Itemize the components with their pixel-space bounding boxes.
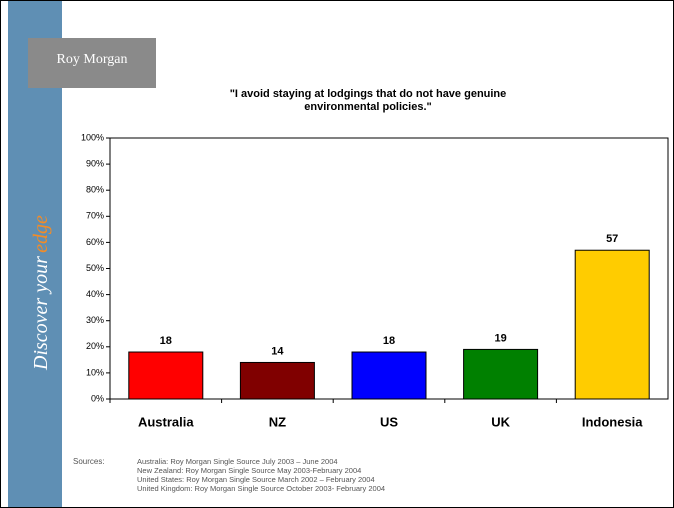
sources-label: Sources: (73, 457, 105, 466)
bar (574, 249, 650, 400)
x-tick-label: UK (491, 414, 510, 429)
source-line: Australia: Roy Morgan Single Source July… (137, 457, 338, 466)
x-tick-label: Indonesia (582, 414, 643, 429)
bar (463, 348, 539, 400)
y-tick-label: 0% (91, 393, 104, 403)
bar (351, 351, 427, 400)
sidebar-text-highlight: edge (30, 215, 52, 253)
y-tick-label: 50% (86, 263, 104, 273)
x-tick-label: Australia (138, 414, 194, 429)
data-label: 19 (494, 332, 506, 344)
logo-box (28, 38, 156, 88)
y-tick-label: 70% (86, 211, 104, 221)
y-tick-label: 80% (86, 185, 104, 195)
sidebar-text-main: Discover your (30, 256, 52, 371)
y-tick-label: 20% (86, 341, 104, 351)
logo: Roy Morgan (57, 52, 128, 67)
sidebar-text: Discover your edge (30, 215, 52, 371)
data-label: 18 (383, 335, 395, 347)
chart-title: "I avoid staying at lodgings that do not… (230, 88, 507, 113)
bar (128, 351, 204, 400)
y-tick-label: 100% (81, 132, 104, 142)
source-line: United Kingdom: Roy Morgan Single Source… (137, 484, 385, 493)
source-line: New Zealand: Roy Morgan Single Source Ma… (137, 466, 361, 475)
source-line: United States: Roy Morgan Single Source … (137, 475, 375, 484)
data-label: 14 (271, 345, 284, 357)
data-label: 18 (160, 335, 172, 347)
y-tick-label: 60% (86, 237, 104, 247)
y-tick-label: 40% (86, 289, 104, 299)
y-tick-label: 90% (86, 158, 104, 168)
bar (239, 361, 315, 400)
y-tick-label: 10% (86, 367, 104, 377)
y-tick-label: 30% (86, 315, 104, 325)
x-tick-label: US (380, 414, 398, 429)
data-label: 57 (606, 233, 618, 245)
x-tick-label: NZ (269, 414, 286, 429)
